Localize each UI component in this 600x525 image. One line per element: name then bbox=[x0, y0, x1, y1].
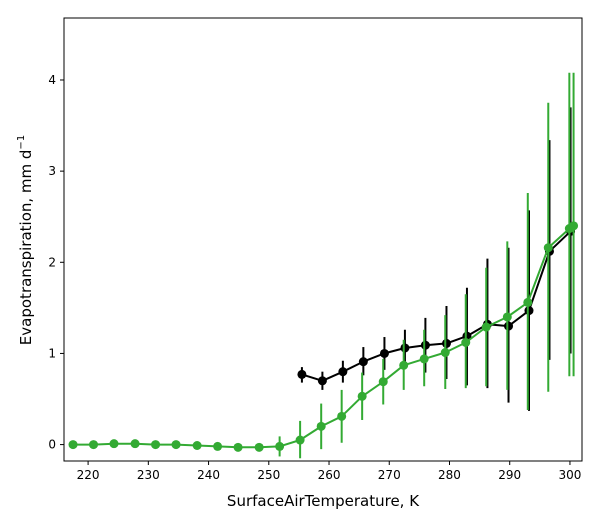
data-point bbox=[357, 391, 367, 401]
y-tick-label: 1 bbox=[48, 346, 56, 360]
data-point bbox=[171, 440, 181, 450]
data-point bbox=[89, 440, 99, 450]
y-axis-label-superscript: −1 bbox=[16, 135, 27, 150]
x-tick-label: 290 bbox=[498, 468, 521, 482]
data-point bbox=[378, 377, 388, 387]
data-point bbox=[295, 435, 305, 445]
plot-frame bbox=[63, 17, 583, 462]
data-point bbox=[504, 321, 514, 331]
y-axis-label: Evapotranspiration, mm d−1 bbox=[16, 135, 35, 345]
x-tick-label: 300 bbox=[559, 468, 582, 482]
x-tick-label: 240 bbox=[197, 468, 220, 482]
x-axis-label: SurfaceAirTemperature, K bbox=[227, 492, 420, 510]
data-point bbox=[337, 411, 347, 421]
data-point bbox=[400, 343, 410, 353]
data-point bbox=[213, 441, 223, 451]
data-point bbox=[130, 439, 140, 449]
plot-area bbox=[64, 18, 582, 461]
data-point bbox=[461, 338, 471, 348]
data-point bbox=[399, 360, 409, 370]
data-point bbox=[502, 312, 512, 322]
data-point bbox=[543, 243, 553, 253]
data-point bbox=[68, 440, 78, 450]
x-axis: 220 230 240 250 260 270 280 290 300 bbox=[77, 461, 582, 482]
data-point bbox=[192, 441, 202, 451]
data-point bbox=[297, 369, 307, 379]
data-point bbox=[440, 348, 450, 358]
y-tick-label: 3 bbox=[48, 164, 56, 178]
x-tick-label: 220 bbox=[77, 468, 100, 482]
data-point bbox=[151, 440, 161, 450]
series-layer bbox=[68, 72, 579, 459]
data-point bbox=[358, 357, 368, 367]
series-1 bbox=[68, 72, 579, 459]
x-tick-label: 270 bbox=[378, 468, 401, 482]
y-axis-label-text: Evapotranspiration, mm d bbox=[17, 150, 35, 346]
data-point bbox=[275, 441, 285, 451]
y-tick-label: 0 bbox=[48, 438, 56, 452]
y-tick-label: 2 bbox=[48, 255, 56, 269]
data-point bbox=[441, 338, 451, 348]
data-point bbox=[481, 322, 491, 332]
data-point bbox=[569, 221, 579, 231]
x-tick-label: 250 bbox=[257, 468, 280, 482]
data-point bbox=[379, 348, 389, 358]
y-tick-label: 4 bbox=[48, 73, 56, 87]
x-tick-label: 230 bbox=[137, 468, 160, 482]
y-axis: 0 1 2 3 4 bbox=[48, 73, 64, 452]
data-point bbox=[254, 442, 264, 452]
data-point bbox=[523, 297, 533, 307]
x-tick-label: 260 bbox=[318, 468, 341, 482]
data-point bbox=[419, 354, 429, 364]
data-point bbox=[420, 340, 430, 350]
data-point bbox=[316, 421, 326, 431]
data-point bbox=[317, 376, 327, 386]
data-point bbox=[524, 306, 534, 316]
data-point bbox=[233, 442, 243, 452]
data-point bbox=[338, 367, 348, 377]
data-point bbox=[109, 439, 119, 449]
x-tick-label: 280 bbox=[438, 468, 461, 482]
